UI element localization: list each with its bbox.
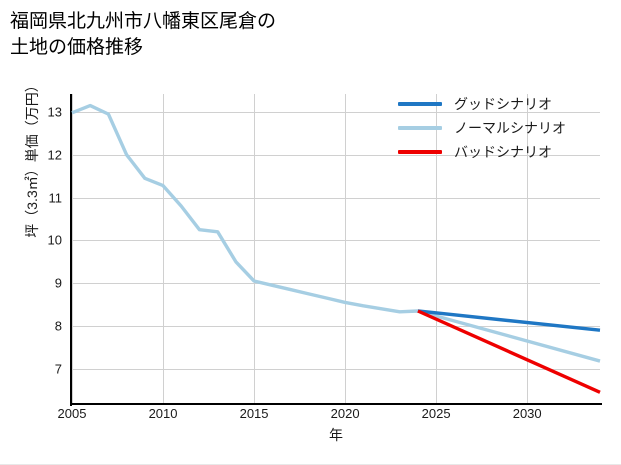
y-tick-label: 13 [47, 104, 62, 120]
gridline-vertical [345, 94, 347, 403]
gridline-horizontal [72, 111, 600, 113]
legend-item[interactable]: バッドシナリオ [398, 140, 613, 164]
x-tick-label: 2030 [512, 406, 542, 421]
gridline-vertical [436, 94, 438, 403]
legend-label: ノーマルシナリオ [454, 120, 566, 136]
y-tick-label: 11 [48, 190, 63, 206]
gridline-vertical [72, 94, 73, 403]
gridline-horizontal [72, 325, 600, 327]
x-axis-label: 年 [329, 427, 343, 443]
plot-area: 2005 2010 2015 2020 2025 2030 7 8 9 10 11 12 13 [48, 94, 602, 421]
legend-color-swatch [398, 126, 442, 130]
page-title: 福岡県北九州市八幡東区尾倉の 土地の価格推移 [10, 11, 277, 58]
series-line [71, 103, 601, 363]
series-line [417, 309, 601, 394]
legend-label: グッドシナリオ [454, 96, 552, 112]
gridline-vertical [254, 94, 256, 403]
legend-color-swatch [398, 102, 442, 106]
legend-label: バッドシナリオ [454, 144, 552, 160]
legend-item[interactable]: グッドシナリオ [398, 92, 613, 116]
x-axis-spine [70, 403, 602, 405]
x-tick-label: 2015 [239, 406, 269, 421]
x-tick-label: 2005 [57, 406, 87, 421]
x-tick-label: 2020 [330, 406, 360, 421]
y-tick-label: 12 [47, 147, 62, 163]
legend-color-swatch [398, 150, 442, 154]
y-tick-label: 7 [54, 361, 62, 377]
y-tick-label: 8 [54, 318, 62, 334]
chart-legend: グッドシナリオ ノーマルシナリオ バッドシナリオ [398, 92, 613, 164]
gridline-vertical [163, 94, 165, 403]
gridline-vertical [527, 94, 529, 403]
legend-item[interactable]: ノーマルシナリオ [398, 116, 613, 140]
y-axis-spine [70, 94, 72, 406]
y-tick-label: 9 [54, 275, 62, 291]
series-line [417, 309, 601, 332]
data-lines [71, 103, 601, 394]
y-tick-label: 10 [47, 232, 62, 248]
y-axis-label: 坪（3.3㎡）単価（万円） [24, 78, 40, 238]
gridline-horizontal [72, 240, 600, 242]
x-tick-label: 2010 [148, 406, 178, 421]
gridline-horizontal [72, 197, 600, 199]
gridline-horizontal [72, 368, 600, 370]
gridline-horizontal [72, 154, 600, 156]
x-tick-label: 2025 [421, 406, 451, 421]
gridline-horizontal [72, 283, 600, 285]
